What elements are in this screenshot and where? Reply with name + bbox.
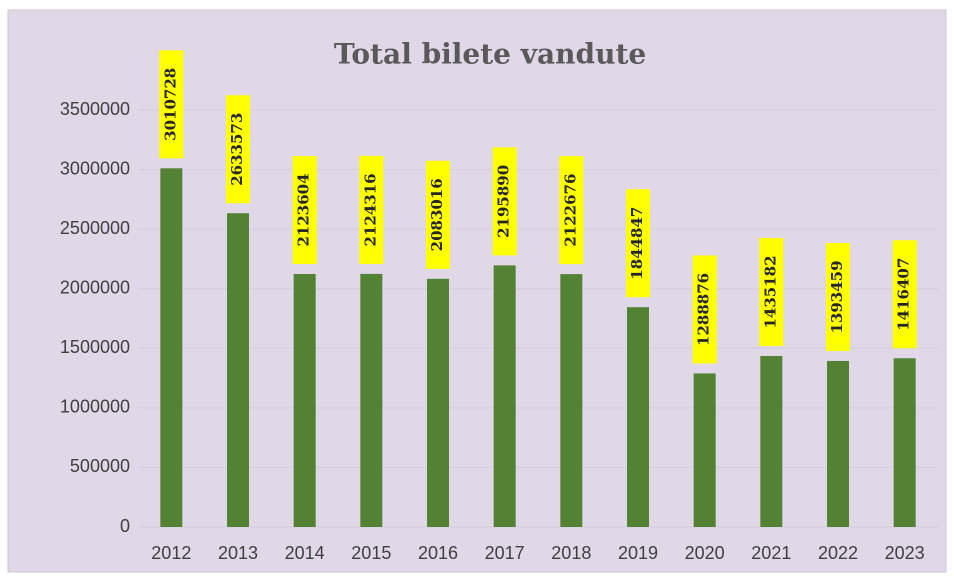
x-tick-label: 2012 [151,543,191,563]
x-tick-label: 2015 [351,543,391,563]
data-label: 2123604 [295,173,313,246]
bar [493,265,516,527]
bar [360,273,383,527]
x-tick-label: 2020 [685,543,725,563]
data-label-box [226,95,250,204]
bar [693,373,716,527]
data-label: 2083016 [428,178,446,251]
bar [227,213,249,528]
data-label: 2122676 [561,174,579,247]
data-label: 2633573 [228,113,246,186]
data-label-box [626,189,650,298]
x-tick-label: 2016 [418,543,458,563]
y-tick-label: 2000000 [60,277,130,297]
data-label: 1844847 [628,207,646,280]
x-tick-label: 2017 [485,543,525,563]
data-label-box [426,160,450,269]
data-label-box [492,147,517,256]
data-label-box [159,50,184,159]
y-tick-label: 1500000 [60,337,130,357]
bar [293,273,316,527]
bar [560,274,583,527]
data-label-box [692,255,717,364]
data-label: 3010728 [161,68,179,141]
data-label-box [759,238,784,347]
data-label: 1288876 [695,273,713,346]
data-label-box [892,240,917,349]
bar [160,168,183,527]
x-tick-label: 2022 [818,543,858,563]
x-tick-label: 2013 [218,543,258,563]
data-label-box [359,155,384,264]
data-label: 1435182 [761,255,779,328]
y-tick-label: 2500000 [60,218,130,238]
data-label-box [559,156,584,265]
data-label: 1393459 [828,260,846,333]
y-tick-label: 1000000 [60,397,130,417]
bar [427,278,449,527]
x-tick-label: 2021 [751,543,791,563]
y-tick-label: 0 [120,516,130,536]
bar [627,307,649,527]
data-label: 2124316 [361,173,379,246]
y-tick-label: 500000 [70,456,130,476]
x-tick-label: 2018 [551,543,591,563]
y-tick-label: 3500000 [60,99,130,119]
data-label-box [826,242,850,351]
bar [827,360,849,527]
x-tick-label: 2014 [285,543,325,563]
data-label: 1416407 [895,258,913,331]
data-label-box [292,155,317,264]
y-tick-label: 3000000 [60,158,130,178]
chart-title: Total bilete vandute [334,38,646,71]
x-tick-label: 2019 [618,543,658,563]
data-label: 2195890 [495,165,513,238]
chart-background [7,9,947,573]
x-tick-label: 2023 [885,543,925,563]
bar [893,358,916,527]
bar [760,356,783,527]
